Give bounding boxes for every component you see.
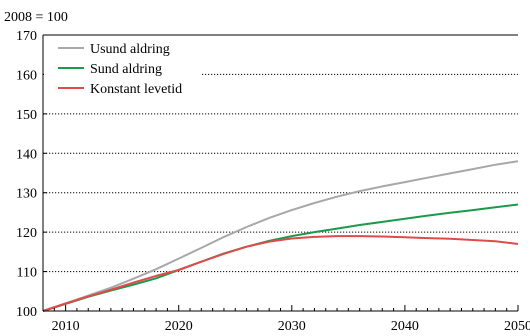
gridlines [43,73,518,273]
legend-label-3: Konstant levetid [90,82,182,97]
y-tick-label: 100 [16,305,37,320]
legend: Usund aldring Sund aldring Konstant leveti… [44,36,202,98]
y-tick-label: 160 [16,68,37,83]
x-tick-label: 2050 [504,319,530,334]
axes-frame [42,34,519,312]
series-line-2 [42,203,519,312]
x-tick-label: 2030 [278,319,306,334]
unit-label: 2008 = 100 [4,10,68,25]
legend-label-1: Usund aldring [90,42,170,57]
x-tick-label: 2040 [391,319,419,334]
legend-label-2: Sund aldring [90,62,162,77]
y-tick-label: 150 [16,108,37,123]
series-lines [42,160,519,312]
y-tick-label: 130 [16,187,37,202]
x-tick-label: 2020 [165,319,193,334]
tick-labels: 100 110 120 130 140 150 160 170 2010 2020 2030 2040… [16,29,530,334]
y-tick-label: 120 [16,226,37,241]
x-tick-label: 2010 [52,319,80,334]
y-tick-label: 110 [17,266,37,281]
series-line-3 [42,235,519,312]
y-tick-label: 170 [16,29,37,44]
y-tick-label: 140 [16,147,37,162]
series-line-1 [42,160,519,312]
